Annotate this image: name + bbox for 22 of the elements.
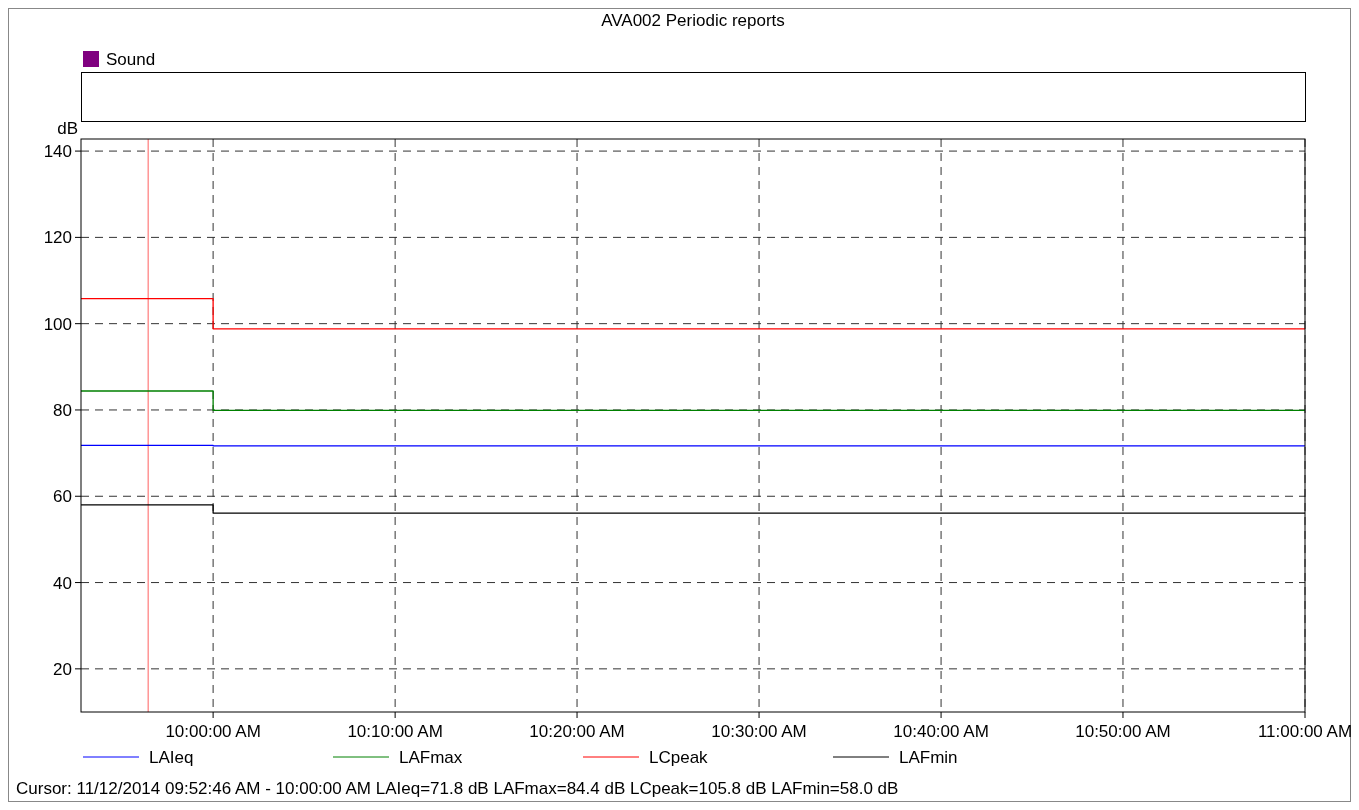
x-tick-label: 10:20:00 AM: [529, 722, 625, 741]
x-tick-label: 11:00:00 AM: [1257, 722, 1353, 741]
legend-label: LAIeq: [149, 748, 194, 767]
x-tick-label: 10:00:00 AM: [165, 722, 261, 741]
chart-title: AVA002 Periodic reports: [601, 11, 785, 30]
y-tick-label: 40: [53, 573, 72, 593]
text: Sound: [106, 50, 156, 69]
legend-label: LCpeak: [649, 748, 709, 767]
y-tick-label: 20: [53, 659, 72, 679]
x-tick-label: 10:50:00 AM: [1075, 722, 1171, 741]
y-tick-label: 120: [43, 228, 72, 248]
x-tick-label: 10:30:00 AM: [711, 722, 807, 741]
y-tick-label: 100: [43, 314, 72, 334]
y-tick-label: 140: [43, 142, 72, 162]
legend-label: LAFmax: [399, 748, 463, 767]
y-axis-title: dB: [57, 119, 78, 138]
x-tick-label: 10:40:00 AM: [893, 722, 989, 741]
legend-label: LAFmin: [899, 748, 958, 767]
y-tick-label: 60: [53, 487, 72, 507]
x-tick-label: 10:10:00 AM: [347, 722, 443, 741]
text: Cursor: 11/12/2014 09:52:46 AM - 10:00:00 AM LAIeq=71.8 dB LAFmax=84.4 dB LCpeak=105.8 dB LAFmin=58.0 dB: [16, 779, 899, 798]
y-tick-label: 80: [53, 400, 72, 420]
